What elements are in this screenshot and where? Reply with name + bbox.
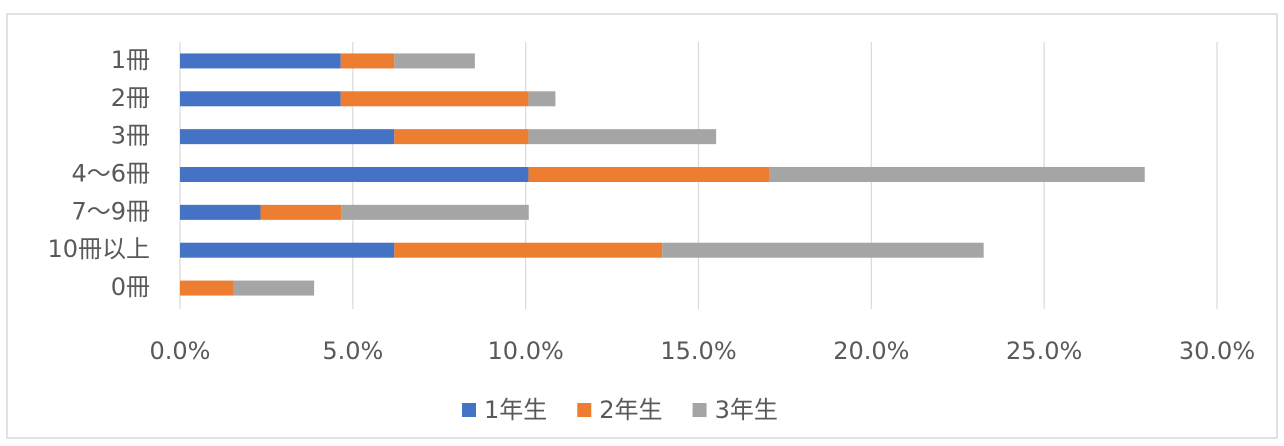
y-tick-label: 10冊以上 <box>47 235 150 263</box>
x-tick-label: 30.0% <box>1179 337 1255 365</box>
bar-segment <box>180 91 341 107</box>
x-tick-label: 5.0% <box>322 337 383 365</box>
bar-segment <box>394 53 475 69</box>
y-tick-label: 4～6冊 <box>71 160 150 188</box>
legend-label: 2年生 <box>599 396 662 424</box>
legend-swatch <box>692 403 707 417</box>
bar-segment <box>528 91 556 107</box>
bar-segment <box>662 242 984 258</box>
x-tick-label: 0.0% <box>150 337 211 365</box>
y-tick-label: 1冊 <box>111 46 150 74</box>
bar-segment <box>180 129 395 145</box>
bar-segment <box>180 53 341 69</box>
bar-segment <box>528 129 717 145</box>
bar-segment <box>394 242 663 258</box>
legend-swatch <box>577 403 592 417</box>
bar-segment <box>180 242 395 258</box>
bar-segment <box>233 280 315 296</box>
bar-segment <box>180 204 261 220</box>
chart-border <box>6 13 1278 439</box>
y-tick-label: 3冊 <box>111 122 150 150</box>
x-tick-label: 10.0% <box>488 337 564 365</box>
x-tick-label: 20.0% <box>833 337 909 365</box>
bar-segment <box>260 204 342 220</box>
bar-segment <box>180 280 234 296</box>
bar-segment <box>528 167 770 182</box>
bar-segment <box>340 53 395 69</box>
bar-segment <box>180 167 529 182</box>
y-tick-label: 2冊 <box>111 84 150 112</box>
y-tick-label: 0冊 <box>111 273 150 301</box>
legend-label: 1年生 <box>484 396 547 424</box>
y-tick-label: 7～9冊 <box>71 197 150 225</box>
bar-segment <box>340 91 529 107</box>
bar-segment <box>394 129 529 145</box>
x-tick-label: 25.0% <box>1006 337 1082 365</box>
legend-swatch <box>462 403 476 417</box>
bar-segment <box>341 204 529 220</box>
x-tick-label: 15.0% <box>660 337 736 365</box>
legend-label: 3年生 <box>715 396 778 424</box>
bar-segment <box>769 167 1145 182</box>
